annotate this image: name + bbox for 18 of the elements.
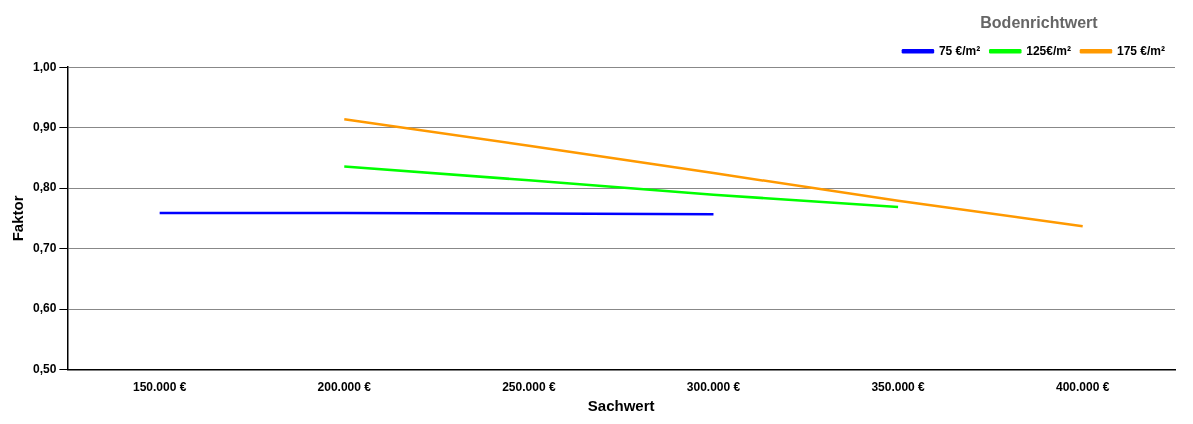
legend-title: Bodenrichtwert [980, 14, 1099, 32]
x-tick-label: 350.000 € [871, 380, 926, 395]
x-axis-title: Sachwert [587, 397, 655, 415]
legend-label: 175 €/m² [1116, 43, 1165, 58]
x-tick-label: 400.000 € [1056, 380, 1110, 395]
x-tick-label: 150.000 € [132, 380, 187, 395]
y-tick-label: 0,90 [33, 119, 57, 134]
y-tick-label: 0,80 [33, 180, 57, 195]
x-tick-label: 200.000 € [317, 380, 372, 395]
y-tick-label: 0,50 [33, 361, 57, 376]
legend-label: 75 €/m² [938, 43, 981, 58]
x-tick-label: 300.000 € [686, 380, 741, 395]
y-tick-label: 0,70 [33, 240, 57, 255]
y-tick-label: 1,00 [33, 59, 57, 74]
y-tick-label: 0,60 [33, 301, 57, 316]
y-axis-title: Faktor [9, 195, 27, 242]
x-tick-label: 250.000 € [502, 380, 556, 395]
legend-label: 125€/m² [1026, 43, 1071, 58]
